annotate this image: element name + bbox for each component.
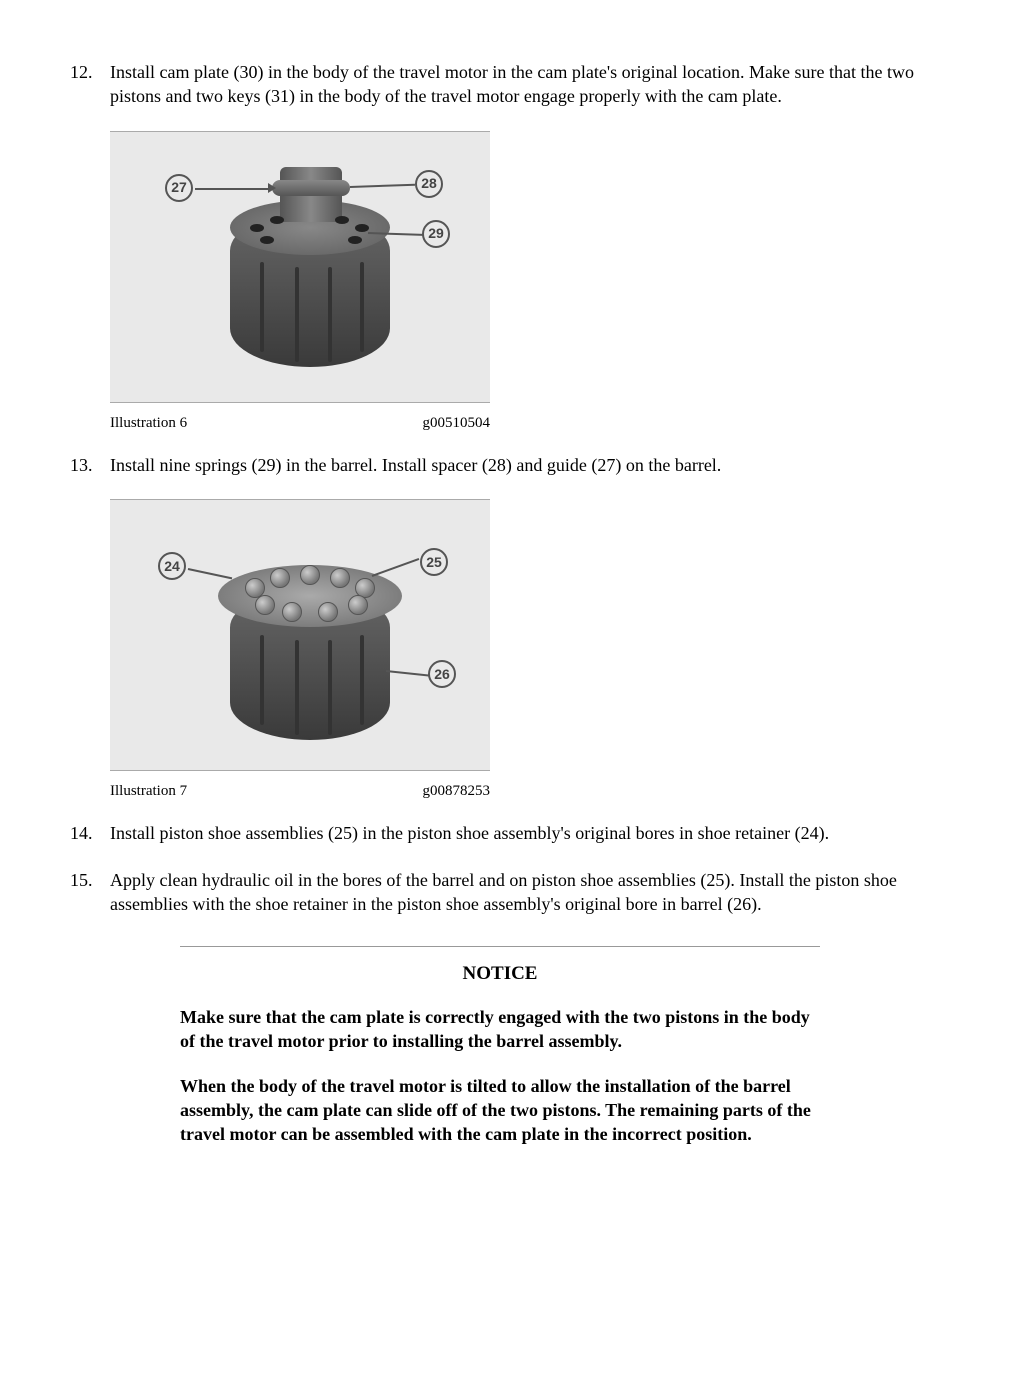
- step-number: 15.: [70, 868, 110, 917]
- step-list: 14. Install piston shoe assemblies (25) …: [70, 821, 954, 916]
- illustration-6-frame: 27 28 29: [110, 132, 490, 402]
- piston-shoe: [348, 595, 368, 615]
- spacer-lip: [272, 180, 350, 196]
- callout-26: 26: [428, 660, 456, 688]
- notice-box: NOTICE Make sure that the cam plate is c…: [180, 946, 820, 1146]
- callout-25: 25: [420, 548, 448, 576]
- barrel-rib: [328, 640, 332, 735]
- piston-shoe: [318, 602, 338, 622]
- notice-paragraph-2: When the body of the travel motor is til…: [180, 1074, 820, 1147]
- callout-27: 27: [165, 174, 193, 202]
- piston-shoe: [255, 595, 275, 615]
- step-14: 14. Install piston shoe assemblies (25) …: [70, 821, 954, 845]
- illustration-7-caption: Illustration 7 g00878253: [110, 781, 490, 801]
- spring-hole: [348, 236, 362, 244]
- piston-shoe: [300, 565, 320, 585]
- illustration-6-caption: Illustration 6 g00510504: [110, 413, 490, 433]
- step-text: Install nine springs (29) in the barrel.…: [110, 453, 954, 477]
- figure-rule-bottom: [110, 770, 490, 771]
- barrel-rib: [260, 635, 264, 725]
- piston-shoe: [330, 568, 350, 588]
- step-number: 12.: [70, 60, 110, 109]
- barrel-rib: [360, 262, 364, 352]
- barrel-rib: [328, 267, 332, 362]
- notice-paragraph-1: Make sure that the cam plate is correctl…: [180, 1005, 820, 1054]
- barrel-rib: [260, 262, 264, 352]
- caption-right: g00510504: [423, 413, 491, 433]
- callout-arrow: [386, 670, 430, 677]
- spring-hole: [335, 216, 349, 224]
- caption-left: Illustration 6: [110, 413, 187, 433]
- notice-title: NOTICE: [180, 961, 820, 987]
- spring-hole: [260, 236, 274, 244]
- step-list: 12. Install cam plate (30) in the body o…: [70, 60, 954, 109]
- step-number: 13.: [70, 453, 110, 477]
- notice-rule: [180, 946, 820, 947]
- caption-left: Illustration 7: [110, 781, 187, 801]
- piston-shoe: [270, 568, 290, 588]
- callout-arrow: [195, 188, 270, 190]
- barrel-rib: [295, 640, 299, 735]
- spring-hole: [270, 216, 284, 224]
- callout-arrow: [188, 568, 232, 579]
- step-number: 14.: [70, 821, 110, 845]
- callout-arrow: [372, 558, 420, 577]
- illustration-7: 24 25 26 Illustration 7 g00878253: [110, 499, 490, 801]
- step-15: 15. Apply clean hydraulic oil in the bor…: [70, 868, 954, 917]
- illustration-7-frame: 24 25 26: [110, 500, 490, 770]
- step-text: Apply clean hydraulic oil in the bores o…: [110, 868, 954, 917]
- step-list: 13. Install nine springs (29) in the bar…: [70, 453, 954, 477]
- callout-24: 24: [158, 552, 186, 580]
- figure-rule-bottom: [110, 402, 490, 403]
- callout-29: 29: [422, 220, 450, 248]
- step-text: Install cam plate (30) in the body of th…: [110, 60, 954, 109]
- illustration-6: 27 28 29 Illustration 6 g00510504: [110, 131, 490, 433]
- step-text: Install piston shoe assemblies (25) in t…: [110, 821, 954, 845]
- callout-arrow: [350, 183, 415, 187]
- callout-arrowtip: [268, 183, 276, 193]
- piston-shoe: [282, 602, 302, 622]
- barrel-rib: [360, 635, 364, 725]
- barrel-rib: [295, 267, 299, 362]
- spring-hole: [355, 224, 369, 232]
- step-13: 13. Install nine springs (29) in the bar…: [70, 453, 954, 477]
- caption-right: g00878253: [423, 781, 491, 801]
- step-12: 12. Install cam plate (30) in the body o…: [70, 60, 954, 109]
- callout-28: 28: [415, 170, 443, 198]
- spring-hole: [250, 224, 264, 232]
